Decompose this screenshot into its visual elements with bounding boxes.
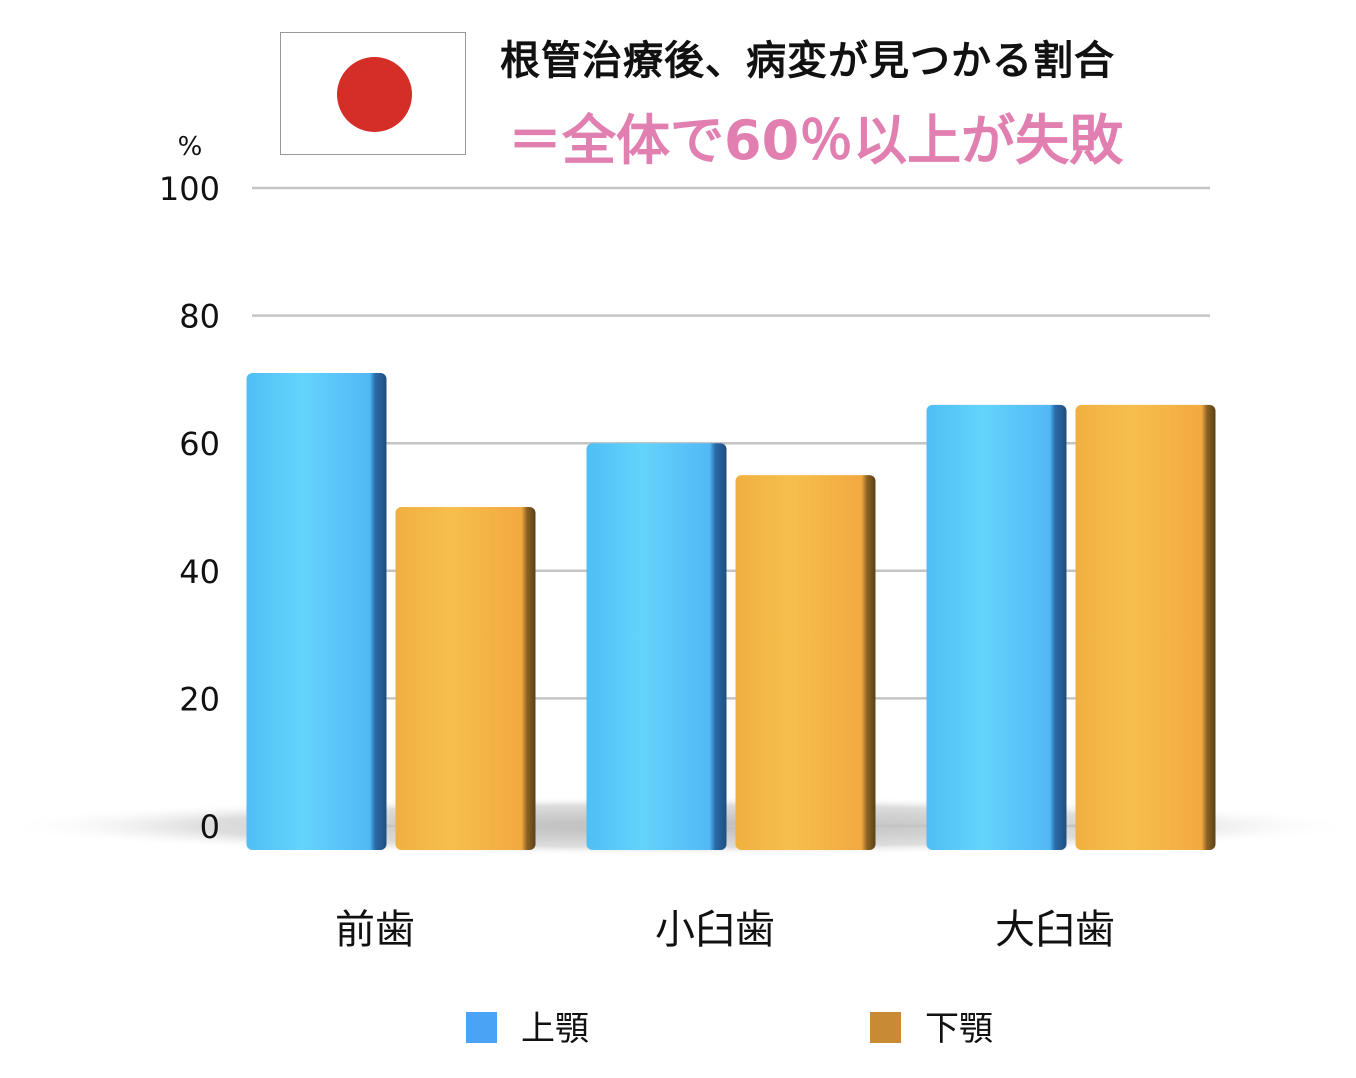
bar-下顎-小臼歯 xyxy=(735,475,876,850)
y-tick-label: 80 xyxy=(179,298,220,336)
y-tick-label: 20 xyxy=(179,680,220,718)
japan-flag-icon xyxy=(280,32,466,155)
flag-sun xyxy=(337,57,412,132)
bar-上顎-小臼歯 xyxy=(586,443,727,850)
y-axis-unit: % xyxy=(178,132,203,162)
chart-title: 根管治療後、病変が見つかる割合 xyxy=(500,38,1115,84)
x-tick-label: 大臼歯 xyxy=(995,907,1115,953)
bar-下顎-前歯 xyxy=(395,507,536,850)
y-tick-label: 60 xyxy=(179,425,220,463)
y-tick-label: 100 xyxy=(159,170,220,208)
legend-label: 下顎 xyxy=(925,1009,993,1049)
bar-上顎-大臼歯 xyxy=(926,404,1067,850)
bar-上顎-前歯 xyxy=(246,373,387,850)
y-tick-label: 40 xyxy=(179,553,220,591)
bar-下顎-大臼歯 xyxy=(1075,404,1216,850)
chart-subtitle: ＝全体で60％以上が失敗 xyxy=(508,109,1124,172)
legend-swatch-上顎 xyxy=(466,1012,497,1043)
legend-swatch-下顎 xyxy=(870,1012,901,1043)
legend-label: 上顎 xyxy=(521,1009,589,1049)
x-tick-label: 前歯 xyxy=(335,907,415,953)
x-tick-label: 小臼歯 xyxy=(655,907,775,953)
y-tick-label: 0 xyxy=(200,808,220,846)
